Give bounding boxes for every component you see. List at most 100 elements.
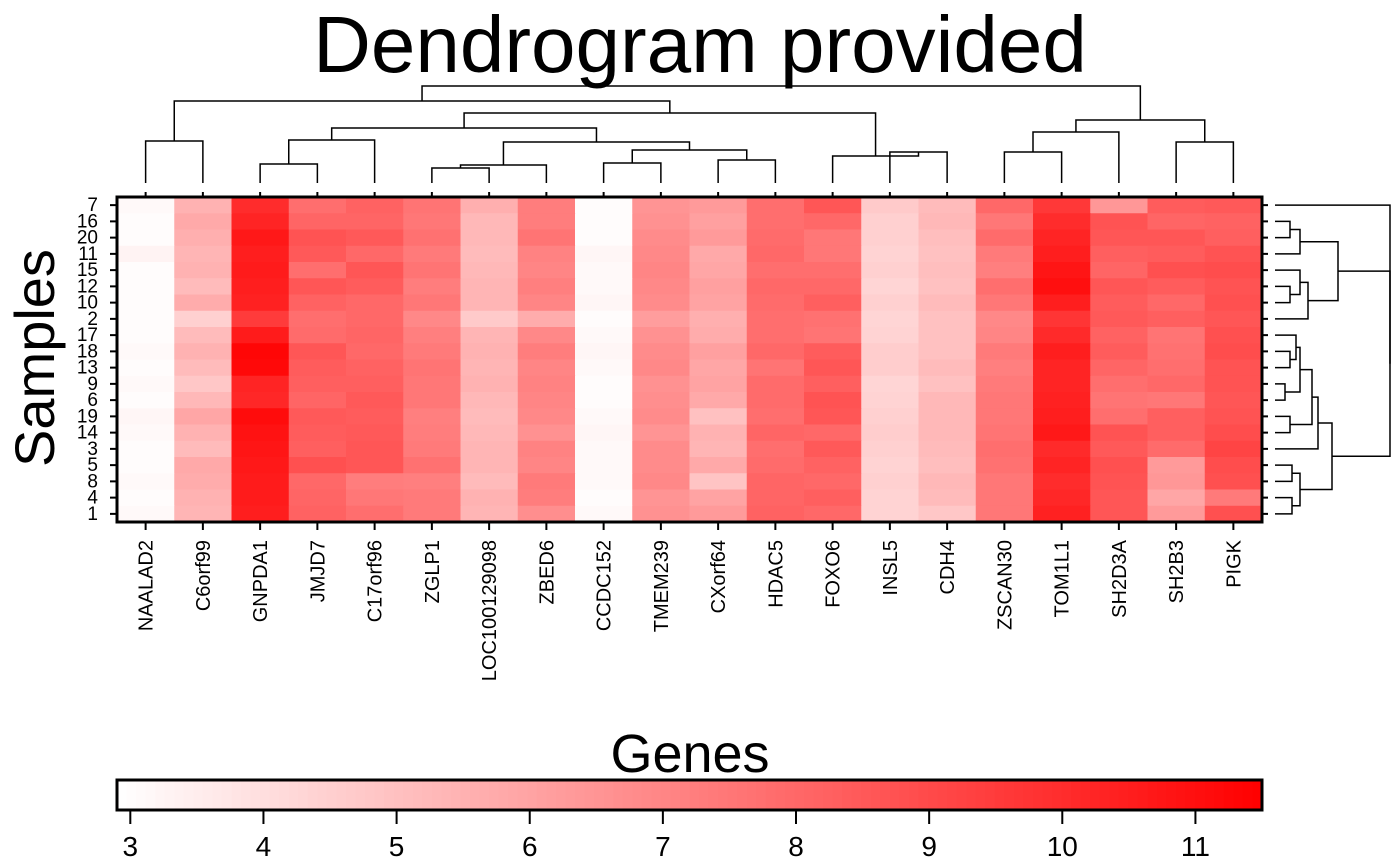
heatmap-frame <box>115 195 1264 524</box>
heatmap-cell <box>918 408 977 426</box>
heatmap-cell <box>517 505 576 523</box>
heatmap-cell <box>575 392 633 409</box>
heatmap-cell <box>174 505 233 523</box>
colorbar-segment <box>880 780 891 810</box>
heatmap-cell <box>746 424 805 442</box>
colorbar-tick-label: 7 <box>655 831 671 862</box>
colorbar-segment <box>1223 780 1234 810</box>
row-dendrogram <box>1275 204 1391 515</box>
column-dendrogram-branch <box>1075 119 1206 142</box>
heatmap-cell <box>804 457 862 474</box>
heatmap-cell <box>517 473 576 491</box>
column-dendrogram-branch <box>631 149 748 163</box>
row-dendrogram-branch <box>1300 422 1333 491</box>
heatmap-cell <box>689 375 748 393</box>
heatmap-cell <box>918 294 977 312</box>
colorbar-segment <box>718 780 729 810</box>
heatmap-cell <box>288 327 347 344</box>
heatmap-cell <box>689 278 748 296</box>
row-dendrogram-branch <box>1275 350 1291 369</box>
heatmap-cell <box>632 408 691 426</box>
heatmap-cell <box>460 424 519 442</box>
heatmap-cell <box>460 197 519 214</box>
heatmap-cell <box>746 457 805 474</box>
heatmap-cell <box>517 278 576 296</box>
heatmap-cell <box>517 213 576 231</box>
heatmap-cell <box>1204 392 1263 409</box>
colorbar-tick-label: 10 <box>1047 831 1078 862</box>
heatmap-cell <box>117 375 175 393</box>
heatmap-cell <box>918 213 977 231</box>
heatmap-cell <box>689 197 748 214</box>
heatmap-cell <box>117 229 175 247</box>
heatmap-cell <box>689 489 748 507</box>
colorbar-segment <box>298 780 309 810</box>
column-label: C17orf96 <box>365 540 387 622</box>
heatmap-cell <box>804 327 862 344</box>
heatmap-cell <box>575 213 633 231</box>
heatmap-cell <box>575 294 633 312</box>
heatmap-cell <box>346 440 404 458</box>
heatmap-cell <box>117 473 175 491</box>
heatmap-cell <box>804 294 862 312</box>
heatmap-cell <box>804 489 862 507</box>
colorbar-segment <box>994 780 1005 810</box>
column-label: LOC100129098 <box>479 540 501 681</box>
heatmap-cell <box>117 408 175 426</box>
heatmap-cell <box>575 375 633 393</box>
colorbar-segment <box>1013 780 1025 810</box>
heatmap-cell <box>918 457 977 474</box>
heatmap-cell <box>975 359 1034 377</box>
colorbar-segment <box>1204 780 1215 810</box>
row-label: 18 <box>77 341 98 362</box>
heatmap-cell <box>346 343 404 361</box>
heatmap-cell <box>689 392 748 409</box>
colorbar-segment <box>221 780 233 810</box>
colorbar-segment <box>536 780 547 810</box>
colorbar-segment <box>1099 780 1110 810</box>
row-label: 14 <box>77 423 99 444</box>
colorbar-segment <box>937 780 948 810</box>
heatmap-cell <box>918 197 977 214</box>
heatmap-cell <box>517 310 576 328</box>
heatmap-cell <box>1147 310 1206 328</box>
heatmap-cell <box>403 505 462 523</box>
row-dendrogram-branch <box>1275 228 1301 255</box>
colorbar-segment <box>126 780 137 810</box>
colorbar-segment <box>1023 780 1034 810</box>
heatmap-cell <box>288 375 347 393</box>
column-dendrogram <box>144 85 1235 183</box>
colorbar-segment <box>1157 780 1168 810</box>
colorbar-segment <box>288 780 299 810</box>
colorbar-segment <box>374 780 385 810</box>
heatmap-cell <box>575 505 633 523</box>
heatmap-cell <box>918 278 977 296</box>
heatmap-cell <box>117 245 175 263</box>
colorbar-segment <box>1052 780 1063 810</box>
heatmap-cell <box>117 424 175 442</box>
heatmap-cell <box>1147 343 1206 361</box>
heatmap-cell <box>1147 229 1206 247</box>
heatmap-cell <box>746 359 805 377</box>
colorbar-segment <box>784 780 796 810</box>
heatmap-cell <box>174 440 233 458</box>
heatmap-cell <box>117 359 175 377</box>
heatmap-cell <box>746 327 805 344</box>
colorbar-label: Genes <box>610 724 769 784</box>
heatmap-cell <box>575 473 633 491</box>
heatmap-cell <box>918 262 977 279</box>
heatmap-cell <box>575 262 633 279</box>
heatmap-cell <box>1204 440 1263 458</box>
heatmap-cell <box>632 489 691 507</box>
heatmap-cell <box>346 262 404 279</box>
heatmap-cell <box>517 375 576 393</box>
heatmap-cell <box>231 473 290 491</box>
heatmap-cell <box>174 424 233 442</box>
heatmap-cell <box>632 229 691 247</box>
heatmap-cell <box>517 343 576 361</box>
row-dendrogram-branch <box>1332 270 1391 457</box>
heatmap-cell <box>861 424 920 442</box>
colorbar-tick-label: 6 <box>522 831 538 862</box>
heatmap-cell <box>403 359 462 377</box>
heatmap-cell <box>1147 505 1206 523</box>
